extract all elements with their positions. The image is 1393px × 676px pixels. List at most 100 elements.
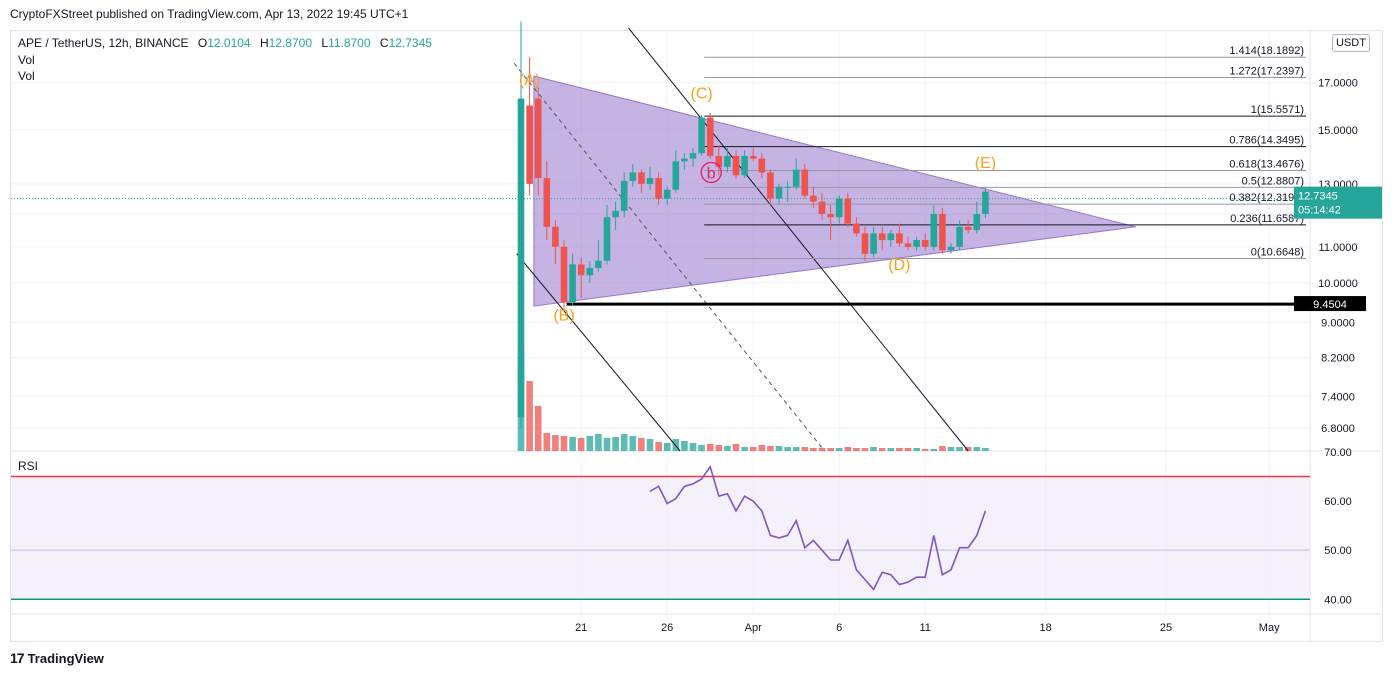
candle-body bbox=[560, 246, 568, 303]
volume-bar bbox=[526, 381, 533, 451]
candle-body bbox=[534, 98, 542, 179]
time-tick-label: 26 bbox=[661, 622, 673, 634]
candle-body bbox=[672, 161, 680, 190]
rsi-tick-label: 60.00 bbox=[1324, 496, 1352, 508]
volume-bar bbox=[758, 445, 766, 451]
rsi-study-label[interactable]: RSI bbox=[18, 459, 39, 473]
support-price-tag-label: 9.4504 bbox=[1313, 299, 1347, 311]
wave-b-circle bbox=[700, 161, 722, 184]
candle-body bbox=[767, 172, 774, 199]
volume-bar bbox=[853, 448, 860, 451]
candle-body bbox=[921, 240, 929, 247]
ohlc-row: APE / TetherUS, 12h, BINANCE O12.0104 H1… bbox=[18, 35, 432, 52]
candle-body bbox=[603, 217, 611, 261]
candle-body bbox=[930, 214, 938, 247]
time-tick-label: 11 bbox=[919, 622, 930, 634]
price-tick-label: 7.4000 bbox=[1321, 391, 1355, 403]
price-tick-label: 11.0000 bbox=[1319, 242, 1358, 254]
open-label: O bbox=[197, 36, 208, 50]
candle-body bbox=[878, 233, 886, 241]
time-tick-label: 21 bbox=[575, 622, 587, 634]
price-tick-label: 6.8000 bbox=[1321, 423, 1355, 435]
candle-body bbox=[638, 172, 645, 184]
candle-body bbox=[861, 233, 869, 254]
wave-label: (B) bbox=[553, 307, 574, 324]
candle-body bbox=[801, 169, 809, 196]
volume-bar bbox=[732, 444, 740, 451]
candle-body bbox=[612, 210, 619, 218]
volume-bar bbox=[724, 446, 731, 451]
price-tick-label: 10.0000 bbox=[1318, 278, 1358, 290]
wave-label: (C) bbox=[690, 86, 712, 103]
candle-body bbox=[586, 267, 594, 276]
volume-bar bbox=[560, 436, 568, 451]
volume-bar bbox=[543, 433, 551, 451]
candle-body bbox=[681, 158, 688, 162]
candle-body bbox=[810, 195, 817, 202]
volume-bar bbox=[844, 447, 852, 451]
volume-bar bbox=[672, 439, 680, 451]
volume-bar bbox=[964, 447, 972, 451]
candle-body bbox=[732, 155, 740, 176]
candle-body bbox=[904, 243, 912, 247]
volume-study-label[interactable]: Vol bbox=[18, 52, 35, 67]
candle-body bbox=[749, 155, 757, 159]
candle-body bbox=[844, 198, 852, 224]
volume-bar bbox=[973, 447, 981, 451]
current-price-value: 12.7345 bbox=[1298, 191, 1338, 203]
triangle-pattern bbox=[533, 75, 1137, 307]
volume-bar bbox=[887, 448, 895, 451]
publish-header: CryptoFXStreet published on TradingView.… bbox=[10, 7, 409, 21]
volume-bar bbox=[586, 436, 594, 451]
volume-bar bbox=[552, 435, 559, 451]
candle-body bbox=[939, 214, 946, 251]
tradingview-footer[interactable]: 17 TradingView bbox=[10, 650, 104, 666]
rsi-tick-label: 40.00 bbox=[1324, 594, 1352, 606]
fib-level-label: 0.382(12.3195) bbox=[1229, 192, 1304, 204]
price-tick-label: 9.0000 bbox=[1321, 317, 1355, 329]
volume-bar bbox=[939, 446, 946, 451]
high-label: H bbox=[259, 36, 269, 50]
volume-bar bbox=[681, 441, 688, 451]
candle-body bbox=[827, 214, 834, 218]
candle-body bbox=[655, 178, 662, 199]
candle-body bbox=[887, 233, 895, 241]
rsi-tick-label: 70.00 bbox=[1324, 447, 1352, 459]
volume-bar bbox=[715, 445, 723, 451]
support-price-tag bbox=[1294, 296, 1366, 312]
fib-level-label: 1.414(18.1892) bbox=[1229, 45, 1304, 57]
volume-bar bbox=[655, 442, 662, 451]
volume-bar bbox=[741, 447, 748, 451]
volume-study-label-2[interactable]: Vol bbox=[18, 69, 35, 83]
fib-level-label: 0.236(11.6587) bbox=[1230, 213, 1304, 225]
candle-body bbox=[706, 117, 714, 156]
volume-bar bbox=[827, 448, 834, 451]
volume-bar bbox=[603, 438, 611, 451]
trend-line bbox=[628, 27, 969, 452]
wave-label: (D) bbox=[888, 257, 910, 274]
current-price-tag bbox=[1294, 186, 1382, 219]
chart-frame bbox=[10, 30, 1383, 642]
volume-bar bbox=[921, 449, 929, 451]
volume-bar bbox=[595, 434, 602, 451]
volume-bar bbox=[749, 447, 757, 451]
candle-body bbox=[835, 198, 843, 218]
candle-body bbox=[913, 240, 920, 247]
rsi-line bbox=[649, 464, 987, 591]
candle-body bbox=[775, 186, 783, 199]
candle-body bbox=[663, 189, 671, 199]
currency-button[interactable]: USDT bbox=[1332, 34, 1370, 52]
volume-bar bbox=[878, 448, 886, 451]
volume-bar bbox=[818, 448, 826, 451]
fib-level-label: 0.786(14.3495) bbox=[1229, 135, 1304, 147]
candle-body bbox=[964, 226, 972, 231]
bar-countdown: 05:14:42 bbox=[1298, 205, 1341, 217]
volume-bar bbox=[612, 437, 619, 451]
volume-bar bbox=[569, 437, 576, 451]
candle-body bbox=[517, 98, 525, 418]
symbol-name[interactable]: APE / TetherUS, 12h, BINANCE bbox=[18, 36, 189, 50]
time-tick-label: 25 bbox=[1160, 622, 1172, 634]
volume-bar bbox=[947, 447, 955, 451]
candle-body bbox=[698, 117, 705, 154]
